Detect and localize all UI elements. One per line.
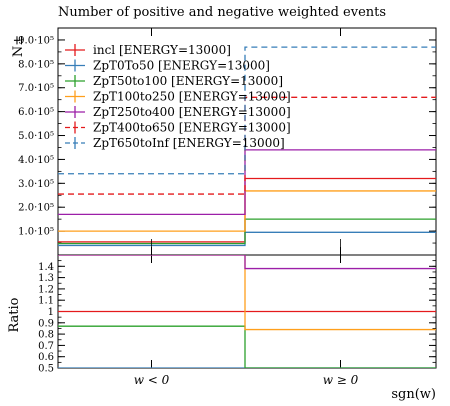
ratio-panel: 0.50.60.70.80.911.11.21.31.4	[38, 254, 437, 375]
y-axis-label: N±	[11, 35, 26, 57]
ratio-ytick-label: 0.9	[38, 318, 54, 329]
ratio-series-4	[58, 255, 436, 270]
legend-entry-6: ZpT650toInf [ENERGY=13000]	[93, 136, 285, 150]
ratio-ytick-label: 1	[48, 307, 54, 318]
ratio-ytick-label: 0.6	[38, 352, 54, 363]
main-ytick-label: 5.0·10⁵	[18, 131, 54, 142]
main-ytick-label: 2.0·10⁵	[18, 203, 54, 214]
ratio-ytick-label: 1.1	[38, 296, 54, 307]
main-series-4	[58, 149, 436, 216]
ratio-ytick-label: 0.8	[38, 330, 54, 341]
main-ytick-label: 7.0·10⁵	[18, 83, 54, 94]
main-ytick-label: 1.0·10⁵	[18, 227, 54, 238]
x-tick-label: w < 0	[134, 373, 170, 387]
main-ytick-label: 9.0·10⁵	[18, 35, 54, 46]
ratio-ytick-label: 1.2	[38, 284, 54, 295]
legend-entry-5: ZpT400to650 [ENERGY=13000]	[93, 121, 291, 135]
chart-title: Number of positive and negative weighted…	[58, 5, 386, 20]
ratio-ytick-label: 0.5	[38, 364, 54, 375]
ratio-series-2	[58, 325, 436, 368]
ratio-series-group	[58, 255, 436, 368]
legend-entry-4: ZpT250to400 [ENERGY=13000]	[93, 105, 291, 119]
legend-entry-2: ZpT50to100 [ENERGY=13000]	[93, 74, 283, 88]
ratio-ytick-label: 1.3	[38, 273, 54, 284]
ratio-axis-label: Ratio	[7, 297, 22, 332]
main-ytick-label: 3.0·10⁵	[18, 179, 54, 190]
main-ytick-label: 6.0·10⁵	[18, 107, 54, 118]
x-tick-label: w ≥ 0	[323, 373, 359, 387]
main-series-3	[58, 190, 436, 232]
ratio-series-3	[58, 255, 436, 331]
main-panel: 1.0·10⁵ 2.0·10⁵ 3.0·10⁵ 4.0·10⁵ 5.0·10⁵ 6.0·1…	[18, 27, 437, 256]
legend: incl [ENERGY=13000] ZpT0To50 [ENERGY=1300…	[65, 43, 291, 150]
legend-entry-3: ZpT100to250 [ENERGY=13000]	[93, 90, 291, 104]
main-series-6	[58, 46, 436, 175]
main-ytick-label: 8.0·10⁵	[18, 59, 54, 70]
ratio-ytick-label: 0.7	[38, 341, 54, 352]
x-axis-label: sgn(w)	[391, 387, 436, 402]
legend-entry-1: ZpT0To50 [ENERGY=13000]	[93, 59, 270, 73]
legend-entry-0: incl [ENERGY=13000]	[93, 43, 231, 57]
ratio-ytick-label: 1.4	[38, 262, 54, 273]
main-series-group	[58, 46, 436, 255]
main-ytick-label: 4.0·10⁵	[18, 155, 54, 166]
x-tick-labels: w < 0 w ≥ 0	[134, 373, 359, 387]
